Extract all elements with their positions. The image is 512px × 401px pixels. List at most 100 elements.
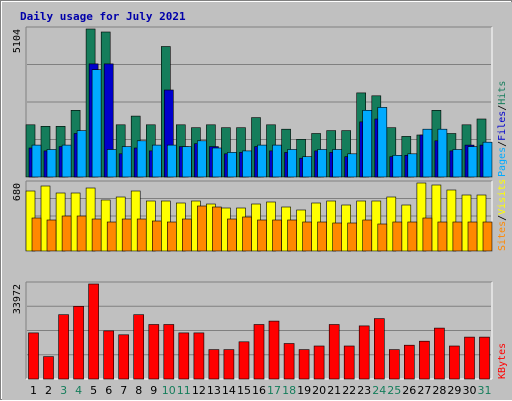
bar-pages-4 [76, 130, 87, 178]
series-label-requests: Pages/Files/Hits [497, 81, 508, 177]
bar-kbytes-21 [328, 324, 340, 380]
bar-sites-25 [392, 221, 403, 252]
y-max-label: 33972 [12, 284, 23, 314]
bar-sites-21 [332, 222, 343, 252]
bar-kbytes-27 [419, 340, 430, 380]
bar-kbytes-4 [73, 305, 84, 380]
bar-kbytes-19 [298, 349, 310, 380]
bar-kbytes-6 [103, 330, 114, 380]
bar-pages-17 [272, 144, 282, 178]
bar-kbytes-15 [238, 341, 250, 380]
bar-kbytes-3 [58, 314, 69, 380]
bar-sites-27 [422, 217, 433, 252]
bar-kbytes-14 [223, 349, 235, 380]
bar-kbytes-30 [464, 336, 475, 380]
x-tick-label: 24 [372, 384, 386, 397]
bar-kbytes-1 [28, 332, 39, 380]
bar-kbytes-17 [268, 320, 280, 380]
bar-pages-26 [407, 153, 418, 178]
series-pages [31, 69, 493, 178]
bar-sites-13 [212, 206, 222, 252]
bar-sites-20 [317, 221, 327, 252]
bar-kbytes-20 [313, 345, 325, 380]
bar-sites-3 [61, 215, 72, 252]
bar-sites-22 [347, 222, 358, 252]
bar-visits-27 [416, 182, 427, 252]
bar-pages-21 [332, 149, 343, 178]
bar-pages-7 [121, 146, 132, 178]
series-label-part: Visits [497, 179, 508, 215]
bar-pages-13 [212, 147, 222, 178]
bar-sites-4 [76, 215, 87, 252]
bar-kbytes-29 [449, 345, 460, 380]
x-tick-label: 30 [463, 384, 477, 397]
bar-pages-11 [182, 146, 192, 178]
bar-sites-31 [482, 221, 493, 252]
bar-pages-8 [136, 140, 147, 178]
x-axis-ticks: 1 2 3 4 5 6 7 8 9 10 11 12 13 14 15 16 17 18 19 20 21 22 23 24 2… [30, 384, 492, 397]
x-tick-label: 23 [357, 384, 371, 397]
series-sites [31, 205, 493, 252]
x-tick-label: 2 [45, 384, 52, 397]
bar-kbytes-10 [163, 324, 175, 380]
bar-pages-18 [287, 149, 297, 178]
bar-sites-2 [46, 219, 57, 252]
x-tick-label: 10 [162, 384, 176, 397]
bar-pages-23 [362, 110, 373, 178]
bar-pages-28 [437, 128, 448, 178]
bar-kbytes-2 [43, 356, 54, 380]
bar-pages-12 [197, 140, 207, 178]
bar-pages-2 [46, 149, 57, 178]
bar-kbytes-7 [118, 334, 129, 380]
x-tick-label: 19 [297, 384, 311, 397]
x-tick-label: 1 [30, 384, 37, 397]
bar-sites-14 [227, 218, 237, 252]
x-tick-label: 12 [192, 384, 206, 397]
x-tick-label: 21 [327, 384, 341, 397]
x-tick-label: 31 [478, 384, 492, 397]
bar-sites-26 [407, 221, 418, 252]
bar-kbytes-13 [208, 349, 220, 380]
bar-sites-8 [136, 218, 147, 252]
bar-sites-19 [302, 221, 312, 252]
bar-kbytes-31 [479, 336, 490, 380]
panel-kbytes: 33972 KBytes [12, 281, 508, 380]
bar-kbytes-22 [343, 345, 355, 380]
bar-kbytes-16 [253, 324, 265, 380]
bar-kbytes-26 [403, 344, 415, 380]
series-label-part: Sites [497, 221, 508, 251]
x-tick-label: 9 [150, 384, 157, 397]
bar-pages-24 [377, 107, 388, 178]
x-tick-label: 8 [135, 384, 142, 397]
x-tick-label: 3 [60, 384, 67, 397]
y-max-label: 680 [12, 183, 23, 201]
bar-sites-12 [197, 205, 207, 252]
x-tick-label: 18 [282, 384, 296, 397]
bar-pages-29 [452, 149, 463, 178]
bar-kbytes-9 [148, 324, 160, 380]
bar-pages-27 [422, 128, 433, 178]
bar-kbytes-5 [88, 283, 99, 380]
bar-pages-15 [242, 150, 252, 178]
chart-panels: 5104Pages/Files/Hits680Sites/Visits33972… [12, 26, 508, 380]
series-label-visits: Sites/Visits [497, 179, 508, 251]
series-label-kbytes: KBytes [497, 343, 508, 379]
x-tick-label: 26 [402, 384, 416, 397]
x-tick-label: 25 [387, 384, 401, 397]
bar-sites-1 [31, 217, 42, 252]
series-label-part: / [497, 141, 508, 147]
bar-sites-18 [287, 219, 297, 252]
bar-sites-15 [242, 216, 252, 252]
bar-pages-16 [257, 144, 267, 178]
bar-pages-9 [152, 144, 162, 178]
x-tick-label: 28 [432, 384, 446, 397]
x-tick-label: 17 [267, 384, 281, 397]
bar-sites-30 [467, 221, 478, 252]
x-tick-label: 15 [237, 384, 251, 397]
x-tick-label: 13 [207, 384, 221, 397]
series-label-part: Files [497, 111, 508, 141]
bar-kbytes-25 [388, 349, 400, 380]
